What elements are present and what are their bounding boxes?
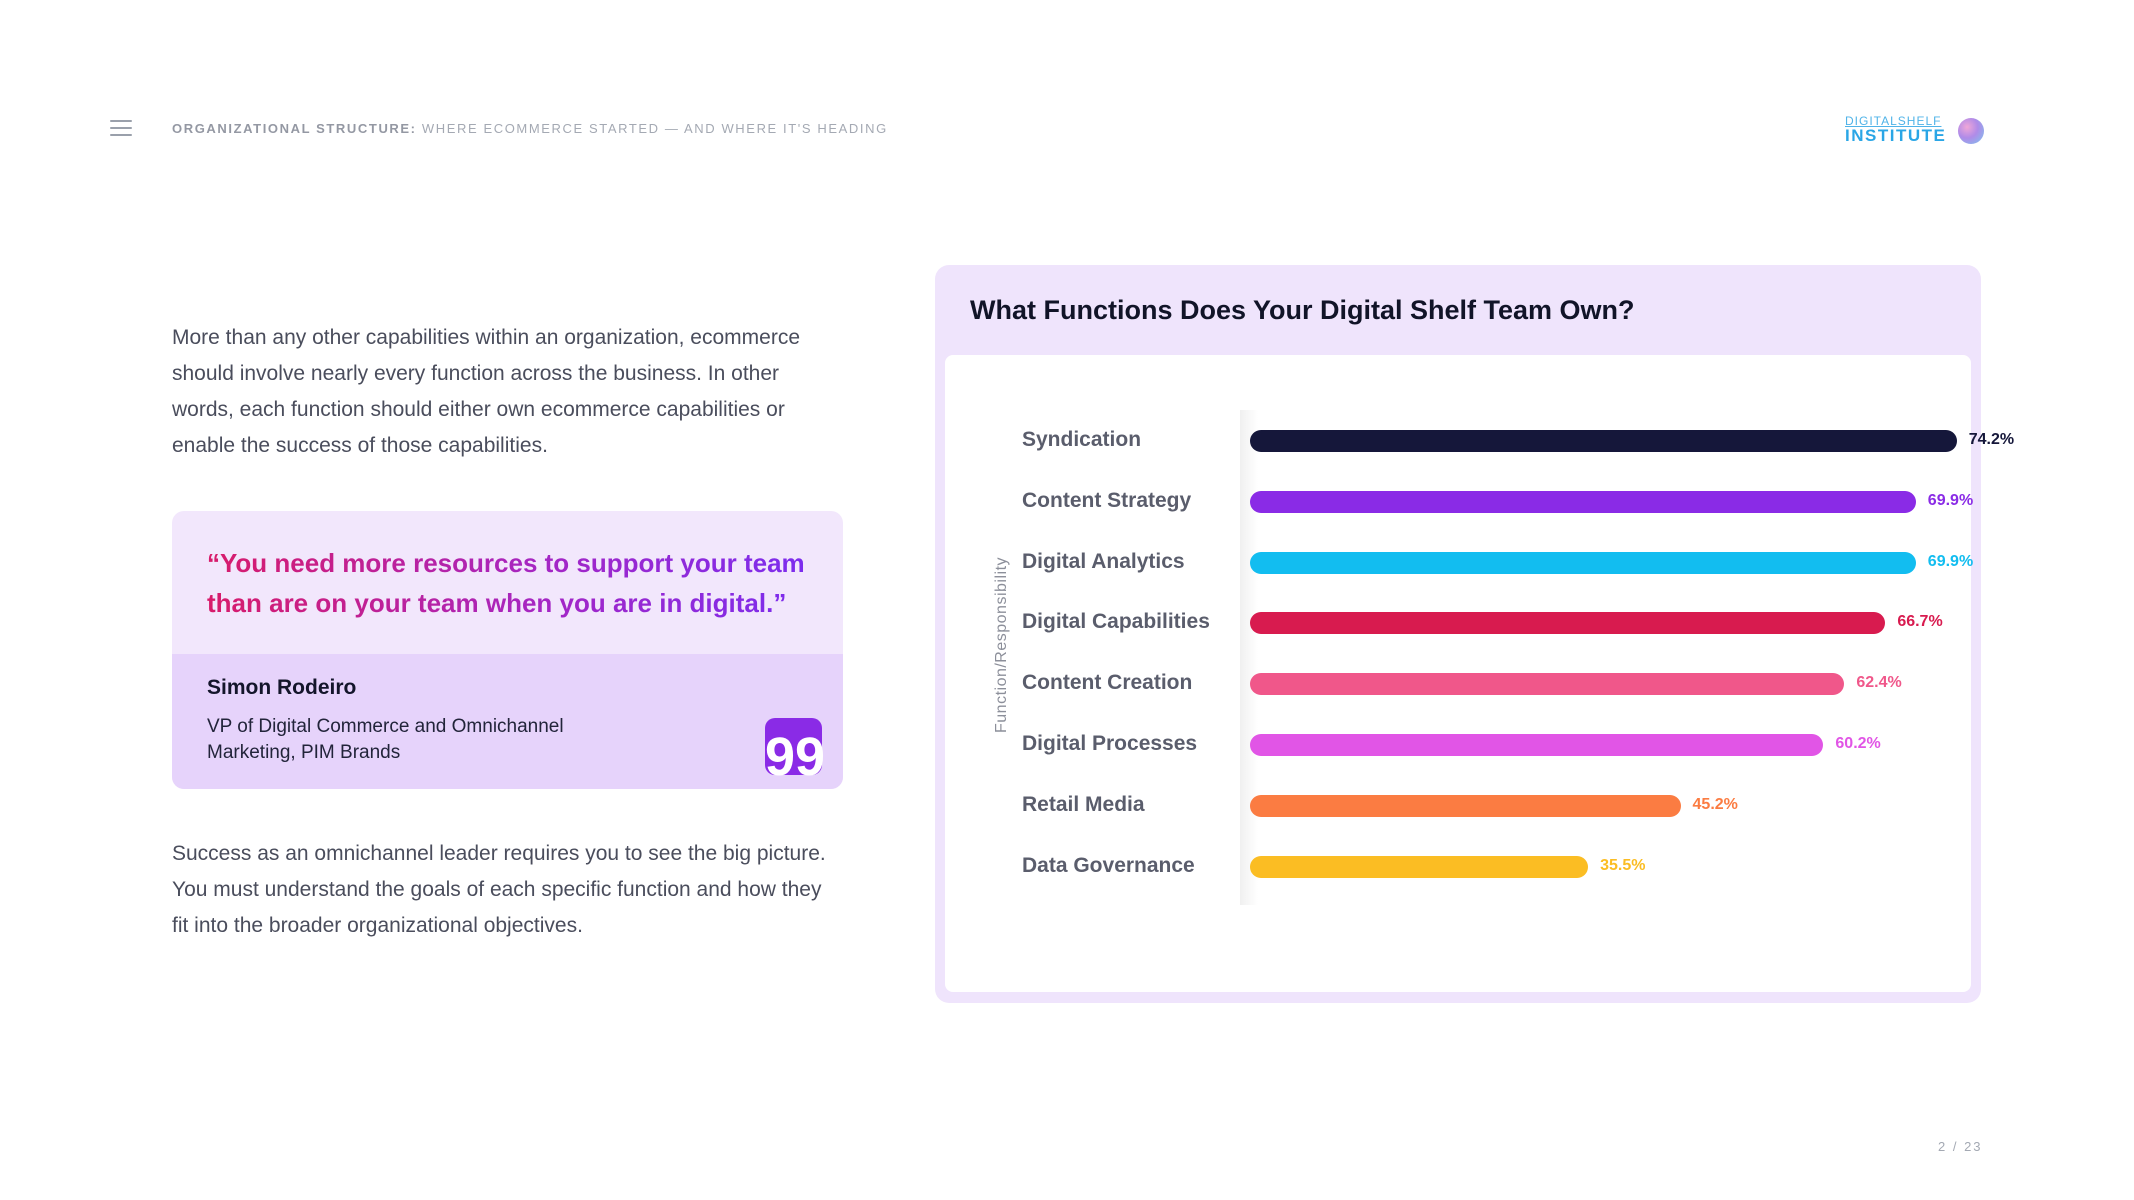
outro-paragraph: Success as an omnichannel leader require… [172, 842, 826, 937]
menu-icon[interactable] [110, 120, 132, 138]
chart-card: What Functions Does Your Digital Shelf T… [935, 265, 2014, 1003]
page-number: 2 / 23 [1938, 1139, 1983, 1154]
brain-icon [1958, 118, 1984, 144]
category-label: Content Creation [1022, 671, 1193, 695]
data-label: 69.9% [1927, 552, 1974, 570]
category-label: Syndication [1022, 428, 1142, 451]
bar [1250, 794, 1681, 817]
quote-card: “You need more resources to support your… [172, 511, 843, 789]
author-name: Simon Rodeiro [207, 676, 357, 699]
intro-paragraph: More than any other capabilities within … [172, 326, 801, 457]
bar [1250, 490, 1916, 513]
bar [1250, 673, 1845, 696]
category-label: Digital Processes [1022, 732, 1198, 755]
chart-plot-area: Function/Responsibility Syndication 74.2%… [945, 355, 2014, 992]
data-label: 74.2% [1968, 431, 2015, 448]
data-label: 35.5% [1600, 856, 1646, 874]
category-label: Data Governance [1022, 853, 1195, 877]
y-axis-line [1240, 410, 1258, 905]
logo-bottom-text: INSTITUTE [1845, 126, 1947, 145]
section-title-rest: WHERE ECOMMERCE STARTED — AND WHERE IT'S… [421, 121, 888, 136]
bar [1250, 855, 1589, 878]
category-label: Content Strategy [1022, 488, 1192, 512]
section-title: ORGANIZATIONAL STRUCTURE: WHERE ECOMMERC… [172, 121, 888, 136]
category-label: Digital Analytics [1022, 549, 1185, 573]
section-title-bold: ORGANIZATIONAL STRUCTURE: [172, 121, 417, 136]
logo-top-text: DIGITALSHELF [1845, 114, 1942, 128]
quote-attribution: Simon Rodeiro VP of Digital Commerce and… [172, 654, 843, 789]
y-axis-label: Function/Responsibility [993, 556, 1010, 733]
data-label: 60.2% [1835, 735, 1881, 752]
chart-title: What Functions Does Your Digital Shelf T… [970, 295, 1635, 325]
bar [1250, 430, 1957, 452]
category-label: Retail Media [1022, 792, 1145, 816]
digital-shelf-institute-logo[interactable]: DIGITALSHELF INSTITUTE [1845, 114, 1985, 148]
data-label: 69.9% [1927, 491, 1974, 509]
author-role: VP of Digital Commerce and Omnichannel M… [207, 716, 564, 763]
quote-mark-icon: 99 [765, 718, 825, 787]
bar [1250, 612, 1886, 635]
quote-text: “You need more resources to support your… [207, 543, 817, 623]
data-label: 62.4% [1856, 674, 1902, 692]
bar [1250, 551, 1916, 574]
data-label: 45.2% [1692, 795, 1738, 813]
category-label: Digital Capabilities [1022, 610, 1210, 634]
bar [1250, 734, 1824, 756]
data-label: 66.7% [1897, 613, 1943, 631]
